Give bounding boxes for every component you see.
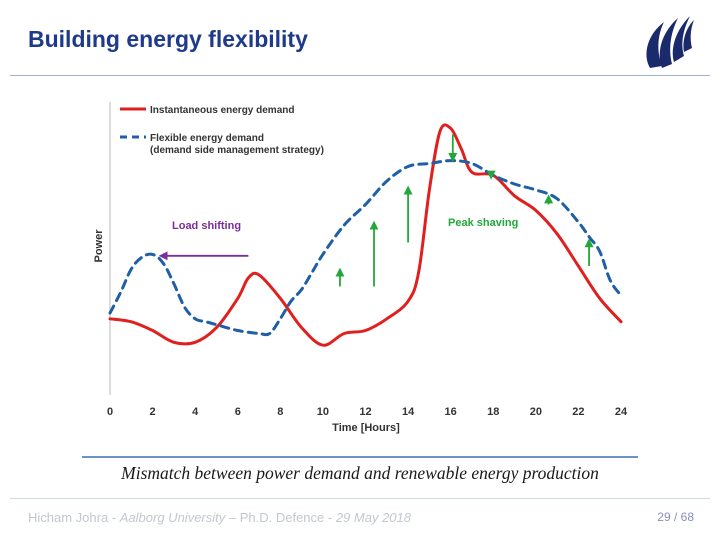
slide-title: Building energy flexibility	[28, 26, 308, 52]
series-lines	[108, 123, 623, 347]
x-tick-label-8: 16	[445, 406, 457, 418]
footer-author: Hicham Johra	[28, 510, 109, 525]
y-axis-label: Power	[93, 229, 105, 263]
footer-affiliation: Aalborg University	[119, 510, 226, 525]
x-tick-label-0: 0	[107, 406, 113, 418]
page-number: 29 / 68	[657, 510, 694, 524]
instantaneous-demand-line	[108, 123, 623, 347]
footer-separator: -	[108, 510, 120, 525]
aalborg-university-logo-icon	[646, 16, 694, 68]
footer-credits: Hicham Johra - Aalborg University – Ph.D…	[28, 510, 411, 525]
title-divider	[10, 75, 710, 76]
legend-flexible-sublabel: (demand side management strategy)	[150, 145, 324, 156]
x-tick-label-3: 6	[235, 406, 241, 418]
peak-shaving-label: Peak shaving	[448, 217, 518, 229]
x-tick-label-4: 8	[277, 406, 283, 418]
legend-flexible-label: Flexible energy demand	[150, 133, 264, 144]
footer-divider	[10, 498, 710, 499]
x-tick-label-10: 20	[530, 406, 542, 418]
x-tick-labels: 0 2 4 6 8 10 12 14 16 18 20 22 24	[107, 406, 628, 418]
footer-date: 29 May 2018	[335, 510, 411, 525]
energy-flexibility-chart: Instantaneous energy demand Flexible ene…	[93, 102, 628, 434]
x-tick-label-6: 12	[359, 406, 371, 418]
footer-event: – Ph.D. Defence -	[225, 510, 336, 525]
x-tick-label-7: 14	[402, 406, 415, 418]
x-tick-label-1: 2	[150, 406, 156, 418]
caption-divider	[82, 456, 638, 458]
legend: Instantaneous energy demand Flexible ene…	[120, 105, 324, 156]
x-tick-label-2: 4	[192, 406, 199, 418]
x-tick-label-12: 24	[615, 406, 628, 418]
flexible-demand-line	[108, 159, 623, 337]
load-shifting-label: Load shifting	[172, 220, 241, 232]
annotations	[158, 134, 594, 287]
x-axis-label: Time [Hours]	[332, 422, 400, 434]
legend-instantaneous-label: Instantaneous energy demand	[150, 105, 294, 116]
x-tick-label-5: 10	[317, 406, 329, 418]
figure-caption: Mismatch between power demand and renewa…	[121, 463, 599, 483]
x-tick-label-11: 22	[572, 406, 584, 418]
x-tick-label-9: 18	[487, 406, 499, 418]
